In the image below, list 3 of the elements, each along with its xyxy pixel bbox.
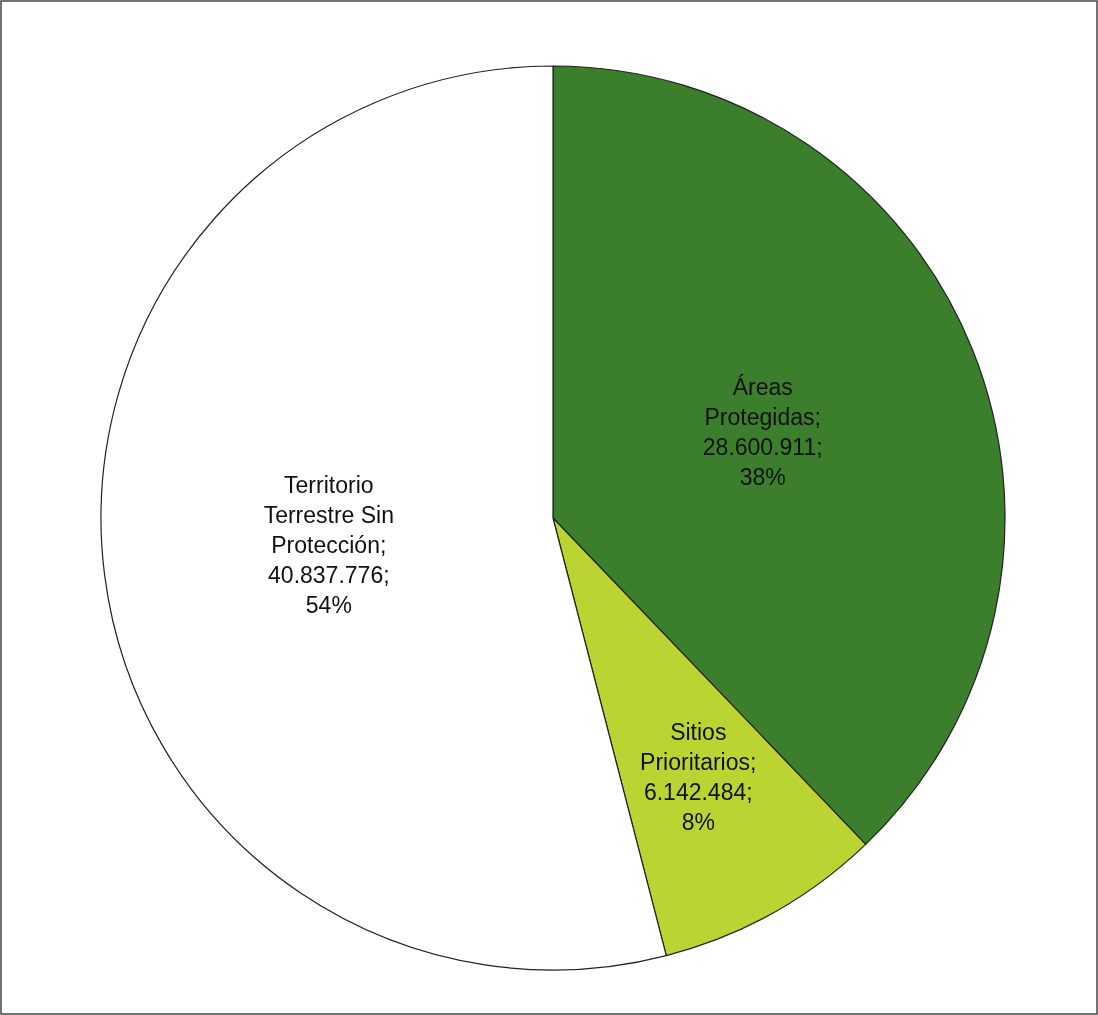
slice-label: Territorio Terrestre Sin Protección; 40.837.776; 54% [263, 471, 394, 618]
slice-label: Áreas Protegidas; 28.600.911; 38% [702, 373, 823, 490]
slice-label: Sitios Prioritarios; 6.142.484; 8% [640, 718, 757, 835]
